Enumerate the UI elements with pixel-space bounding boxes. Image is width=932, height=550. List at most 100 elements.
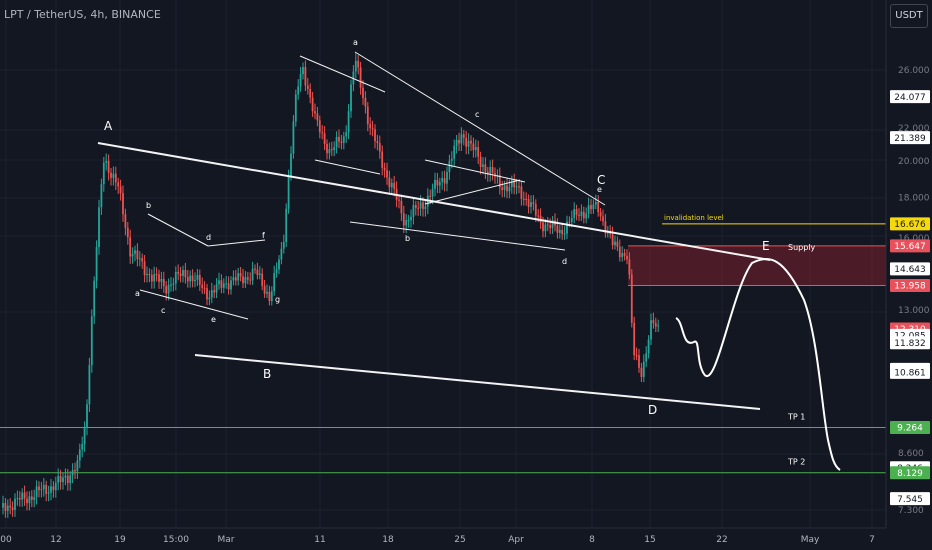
candle-body	[30, 496, 33, 500]
chart-title: LPT / TetherUS, 4h, BINANCE	[4, 8, 161, 21]
price-label-bg	[890, 239, 930, 253]
candle-body	[201, 284, 204, 288]
candle-body	[359, 67, 362, 88]
candle-body	[419, 202, 422, 209]
candle-body	[33, 497, 36, 500]
wave-label-E: E	[762, 239, 770, 253]
candle-body	[54, 482, 57, 491]
candle-body	[381, 151, 384, 168]
candle-body	[50, 486, 52, 493]
subwave-label-g: g	[275, 295, 280, 304]
candle-body	[4, 503, 7, 511]
candle-body	[436, 179, 439, 186]
candle-body	[278, 259, 280, 270]
candle-body	[131, 253, 134, 257]
candle-body	[400, 200, 403, 214]
candle-body	[592, 204, 595, 210]
candle-body	[513, 180, 516, 188]
zones-layer: Supply invalidation level TP 1 TP 2	[0, 214, 886, 474]
price-label: 14.643	[894, 265, 926, 275]
candle-body	[498, 175, 501, 188]
candle-body	[35, 486, 38, 498]
candle-body	[184, 269, 187, 278]
time-axis[interactable]: 00 12 19 15:00 Mar 11 18 25 Apr 8 15 22 May 7	[0, 527, 886, 545]
candle-body	[585, 213, 588, 219]
candle-body	[558, 229, 561, 233]
tri3-top	[424, 159, 526, 183]
candle-body	[280, 248, 283, 260]
candle-body	[206, 288, 208, 300]
candle-body	[150, 274, 153, 282]
candle-body	[527, 199, 530, 207]
candle-body	[153, 274, 156, 282]
candle-body	[254, 268, 256, 270]
candle-body	[124, 214, 127, 228]
trendline-bd	[349, 221, 566, 251]
candle-body	[90, 316, 93, 366]
subwave-label-e: e	[211, 315, 216, 324]
candle-body	[431, 188, 434, 197]
candle-body	[450, 158, 453, 161]
candle-body	[328, 149, 331, 154]
candle-body	[222, 283, 225, 288]
drawings-layer: A B C D Ea b c d e f g a c e b d	[97, 38, 841, 471]
candle-body	[40, 489, 43, 491]
candle-body	[311, 97, 314, 112]
candle-body	[112, 173, 115, 178]
price-label-bg	[890, 262, 930, 276]
candle-body	[578, 215, 580, 217]
candle-body	[143, 261, 146, 276]
price-label: 9.264	[897, 424, 923, 434]
candle-body	[321, 132, 324, 134]
candle-body	[340, 141, 343, 143]
candle-body	[177, 271, 180, 274]
candle-body	[102, 162, 105, 185]
trendline-c-wave	[354, 51, 606, 206]
price-label: 24.077	[894, 93, 926, 103]
subwave-label-c: c	[475, 110, 479, 119]
candle-body	[441, 178, 444, 182]
time-tick: Mar	[218, 535, 235, 545]
price-label-bg	[890, 466, 930, 480]
candle-body	[208, 297, 211, 300]
price-tick: 16.000	[898, 234, 930, 244]
candle-body	[597, 201, 600, 213]
candle-body	[160, 278, 163, 282]
candle-body	[414, 205, 417, 208]
price-axis[interactable]: 26.000 22.000 20.000 18.000 16.000 13.000 8.60…	[885, 0, 930, 528]
candle-body	[494, 173, 496, 177]
candle-body	[522, 198, 525, 200]
invalidation-label: invalidation level	[664, 214, 724, 222]
candle-body	[635, 355, 638, 357]
candle-body	[453, 145, 456, 159]
candle-body	[455, 139, 458, 146]
tri1-top2	[207, 239, 266, 247]
candle-body	[155, 274, 158, 276]
price-label: 13.958	[894, 282, 926, 292]
candle-body	[556, 225, 559, 233]
candle-body	[45, 484, 48, 494]
candle-body	[119, 186, 122, 193]
candle-body	[9, 505, 12, 508]
candle-body	[467, 140, 470, 147]
candle-body	[362, 87, 364, 98]
candle-body	[299, 74, 302, 87]
supply-label: Supply	[788, 243, 816, 252]
candle-body	[292, 121, 295, 154]
candle-body	[582, 211, 585, 219]
tri1-top	[147, 213, 209, 247]
candle-body	[318, 120, 321, 133]
candle-body	[107, 160, 110, 173]
candle-body	[611, 234, 614, 246]
candle-body	[398, 199, 400, 201]
trendline-lower	[194, 354, 761, 410]
candle-body	[482, 164, 484, 167]
tri1-bottom	[139, 289, 249, 320]
price-tick: 13.000	[898, 306, 930, 316]
candle-body	[412, 205, 415, 217]
currency-button[interactable]: USDT	[890, 4, 928, 28]
price-label-bg	[890, 278, 930, 292]
candle-body	[474, 147, 477, 151]
candle-body	[282, 241, 285, 249]
